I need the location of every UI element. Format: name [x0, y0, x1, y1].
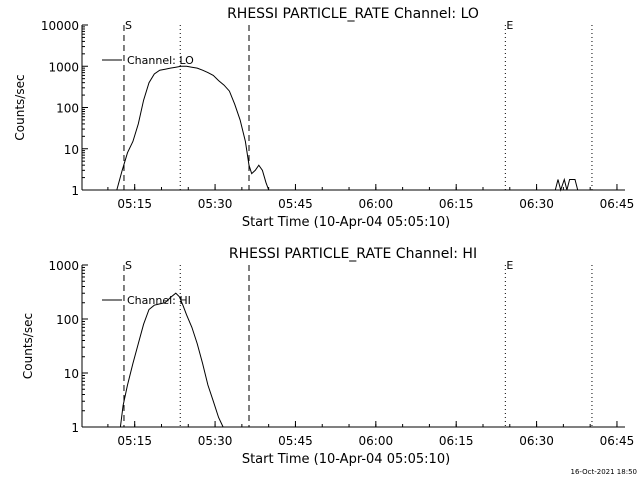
y-tick-label: 1 [71, 184, 79, 198]
y-tick-label: 1 [71, 421, 79, 435]
y-tick-label: 100 [56, 102, 79, 116]
time-marker-label: S [125, 259, 132, 272]
x-tick-label: 06:45 [600, 434, 635, 448]
x-tick-label: 06:00 [359, 434, 394, 448]
x-tick-label: 06:15 [439, 434, 474, 448]
panel-2: RHESSI PARTICLE_RATE Channel: HI 05:15 05:… [21, 246, 634, 467]
y-axis-label: Counts/sec [13, 74, 27, 140]
x-tick-label: 05:30 [198, 197, 233, 211]
chart-title: RHESSI PARTICLE_RATE Channel: HI [229, 246, 477, 262]
chart-title: RHESSI PARTICLE_RATE Channel: LO [227, 6, 479, 22]
time-marker-label: E [506, 259, 513, 272]
x-axis-label: Start Time (10-Apr-04 05:05:10) [242, 452, 450, 467]
series-line [116, 65, 270, 191]
footer-timestamp: 16-Oct-2021 18:50 [571, 468, 637, 476]
y-tick-label: 10 [64, 143, 79, 157]
series-line [554, 177, 579, 192]
y-axis-label: Counts/sec [21, 313, 35, 379]
y-tick-label: 100 [56, 313, 79, 327]
time-marker-label: E [506, 19, 513, 32]
x-tick-label: 06:30 [519, 197, 554, 211]
x-tick-label: 06:45 [600, 197, 635, 211]
legend-entry: Channel: LO [127, 54, 194, 67]
y-tick-label: 1000 [48, 60, 79, 74]
time-marker-label: S [125, 19, 132, 32]
x-tick-label: 06:15 [439, 197, 474, 211]
series-line [119, 292, 224, 428]
x-tick-label: 05:45 [278, 434, 313, 448]
legend: Channel: HI [102, 294, 191, 307]
x-tick-label: 05:15 [117, 197, 152, 211]
x-tick-label: 06:30 [519, 434, 554, 448]
y-tick-label: 10000 [41, 19, 79, 33]
legend-entry: Channel: HI [127, 294, 191, 307]
panel-1: RHESSI PARTICLE_RATE Channel: LO 05:15 05:… [13, 6, 634, 230]
y-tick-label: 1000 [48, 259, 79, 273]
x-axis-label: Start Time (10-Apr-04 05:05:10) [242, 215, 450, 230]
x-tick-label: 05:30 [198, 434, 233, 448]
x-tick-label: 05:45 [278, 197, 313, 211]
x-tick-label: 05:15 [117, 434, 152, 448]
legend: Channel: LO [102, 54, 194, 67]
x-tick-label: 06:00 [359, 197, 394, 211]
y-tick-label: 10 [64, 367, 79, 381]
